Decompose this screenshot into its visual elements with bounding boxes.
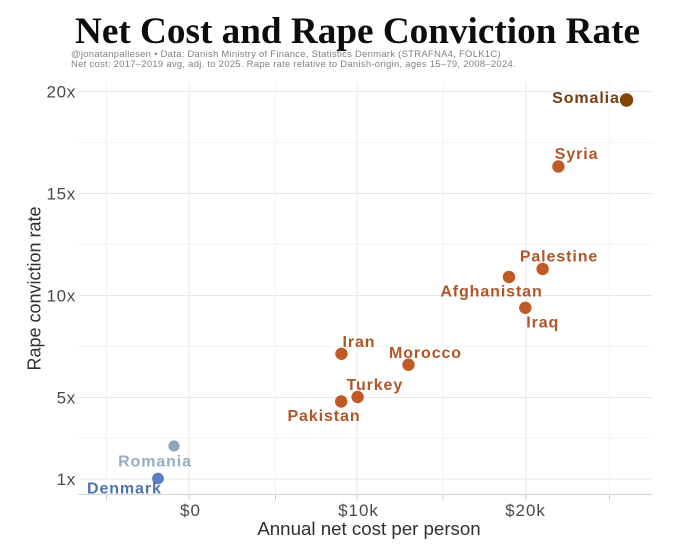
svg-text:Net Cost and Rape Conviction R: Net Cost and Rape Conviction Rate	[75, 11, 640, 52]
svg-text:Iraq: Iraq	[526, 315, 559, 332]
svg-text:$20k: $20k	[505, 501, 546, 520]
svg-text:Morocco: Morocco	[389, 345, 462, 362]
svg-text:Romania: Romania	[118, 453, 192, 470]
svg-text:Turkey: Turkey	[346, 377, 403, 394]
svg-text:10x: 10x	[46, 287, 76, 306]
svg-text:@jonatanpallesen • Data: Danis: @jonatanpallesen • Data: Danish Ministry…	[71, 49, 501, 60]
svg-text:Annual net cost per person: Annual net cost per person	[257, 518, 480, 539]
svg-text:15x: 15x	[46, 185, 76, 204]
svg-text:Rape conviction rate: Rape conviction rate	[25, 206, 45, 370]
svg-text:Afghanistan: Afghanistan	[440, 283, 542, 300]
svg-text:$0: $0	[180, 501, 201, 520]
svg-text:Syria: Syria	[555, 146, 599, 163]
svg-text:Denmark: Denmark	[87, 480, 162, 497]
svg-text:1x: 1x	[57, 470, 76, 489]
svg-text:Net cost: 2017–2019 avg, adj.: Net cost: 2017–2019 avg, adj. to 2025. R…	[71, 59, 516, 70]
svg-text:Palestine: Palestine	[520, 248, 598, 265]
svg-text:Somalia: Somalia	[552, 90, 620, 107]
svg-text:Pakistan: Pakistan	[287, 408, 360, 425]
svg-text:20x: 20x	[46, 83, 76, 102]
svg-text:Iran: Iran	[343, 334, 376, 351]
svg-text:$10k: $10k	[338, 501, 379, 520]
svg-text:5x: 5x	[57, 389, 76, 408]
